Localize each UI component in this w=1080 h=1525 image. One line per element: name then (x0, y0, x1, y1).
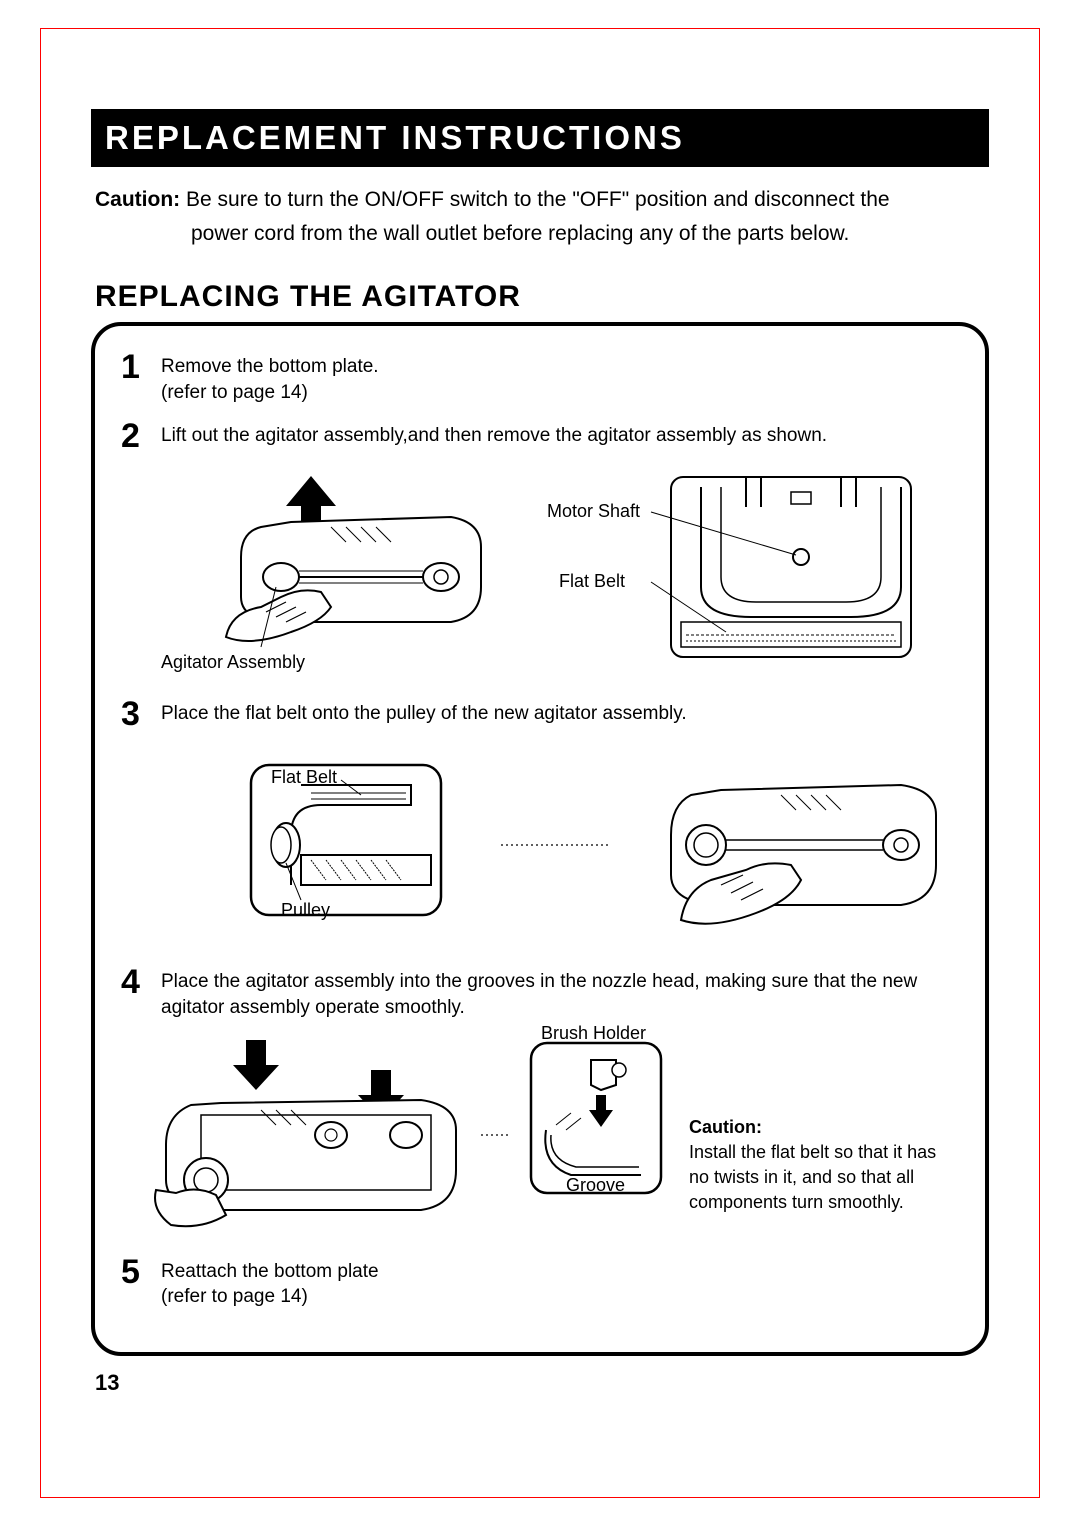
label-pulley: Pulley (281, 900, 330, 921)
step-1: 1 Remove the bottom plate. (refer to pag… (121, 350, 959, 405)
page-frame: REPLACEMENT INSTRUCTIONS Caution: Be sur… (40, 28, 1040, 1498)
step-1-text: Remove the bottom plate. (refer to page … (161, 350, 379, 405)
page-content: REPLACEMENT INSTRUCTIONS Caution: Be sur… (41, 29, 1039, 1426)
inline-caution-lead: Caution: (689, 1117, 762, 1137)
steps-panel: 1 Remove the bottom plate. (refer to pag… (91, 322, 989, 1356)
caution-line2: power cord from the wall outlet before r… (95, 217, 989, 251)
step-3-number: 3 (121, 697, 147, 731)
step-3: 3 Place the flat belt onto the pulley of… (121, 697, 959, 731)
step-1-text-a: Remove the bottom plate. (161, 356, 379, 377)
step-3-diagrams: Flat Belt Pulley (121, 745, 959, 945)
step-5-text: Reattach the bottom plate (refer to page… (161, 1255, 379, 1310)
step-5-text-b: (refer to page 14) (161, 1286, 308, 1307)
step-4-number: 4 (121, 965, 147, 999)
diagram-install-assembly (151, 1035, 471, 1235)
step-2: 2 Lift out the agitator assembly,and the… (121, 419, 959, 453)
step-5-text-a: Reattach the bottom plate (161, 1261, 379, 1282)
diagram-pulley: Flat Belt Pulley (231, 745, 461, 935)
step-3-text: Place the flat belt onto the pulley of t… (161, 697, 687, 727)
label-motor-shaft: Motor Shaft (547, 501, 640, 522)
subsection-title: REPLACING THE AGITATOR (91, 280, 989, 314)
label-flat-belt-2: Flat Belt (271, 767, 337, 788)
caution-lead: Caution: (95, 188, 180, 211)
caution-line1: Be sure to turn the ON/OFF switch to the… (186, 188, 890, 211)
diagram-brush-holder: Brush Holder Groove (521, 1035, 671, 1205)
top-caution: Caution: Be sure to turn the ON/OFF swit… (91, 183, 989, 250)
step-5: 5 Reattach the bottom plate (refer to pa… (121, 1255, 959, 1310)
agitator-lift-icon (171, 467, 511, 667)
inline-caution-text: Install the flat belt so that it has no … (689, 1142, 936, 1212)
install-assembly-icon (151, 1035, 471, 1235)
label-agitator-assembly: Agitator Assembly (161, 652, 305, 673)
dotted-connector-2 (481, 1130, 511, 1140)
page-number: 13 (91, 1370, 989, 1396)
label-flat-belt-1: Flat Belt (559, 571, 625, 592)
section-title: REPLACEMENT INSTRUCTIONS (91, 109, 989, 167)
diagram-agitator-lift: Agitator Assembly (171, 467, 511, 667)
label-brush-holder: Brush Holder (541, 1023, 646, 1044)
belt-install-icon (651, 745, 951, 945)
dotted-connector-1 (501, 840, 611, 850)
diagram-motor-shaft: Motor Shaft Flat Belt (551, 467, 931, 677)
step-2-text: Lift out the agitator assembly,and then … (161, 419, 827, 449)
step-4-diagrams: Brush Holder Groove Caution: Install the… (121, 1035, 959, 1235)
step-1-text-b: (refer to page 14) (161, 382, 308, 403)
step-2-number: 2 (121, 419, 147, 453)
step-4-text: Place the agitator assembly into the gro… (161, 965, 959, 1020)
diagram-belt-install (651, 745, 951, 945)
label-groove: Groove (566, 1175, 625, 1196)
pulley-icon (231, 745, 461, 935)
inline-caution: Caution: Install the flat belt so that i… (681, 1035, 959, 1216)
step-4: 4 Place the agitator assembly into the g… (121, 965, 959, 1020)
step-5-number: 5 (121, 1255, 147, 1289)
step-2-diagrams: Agitator Assembly (121, 467, 959, 677)
step-1-number: 1 (121, 350, 147, 384)
